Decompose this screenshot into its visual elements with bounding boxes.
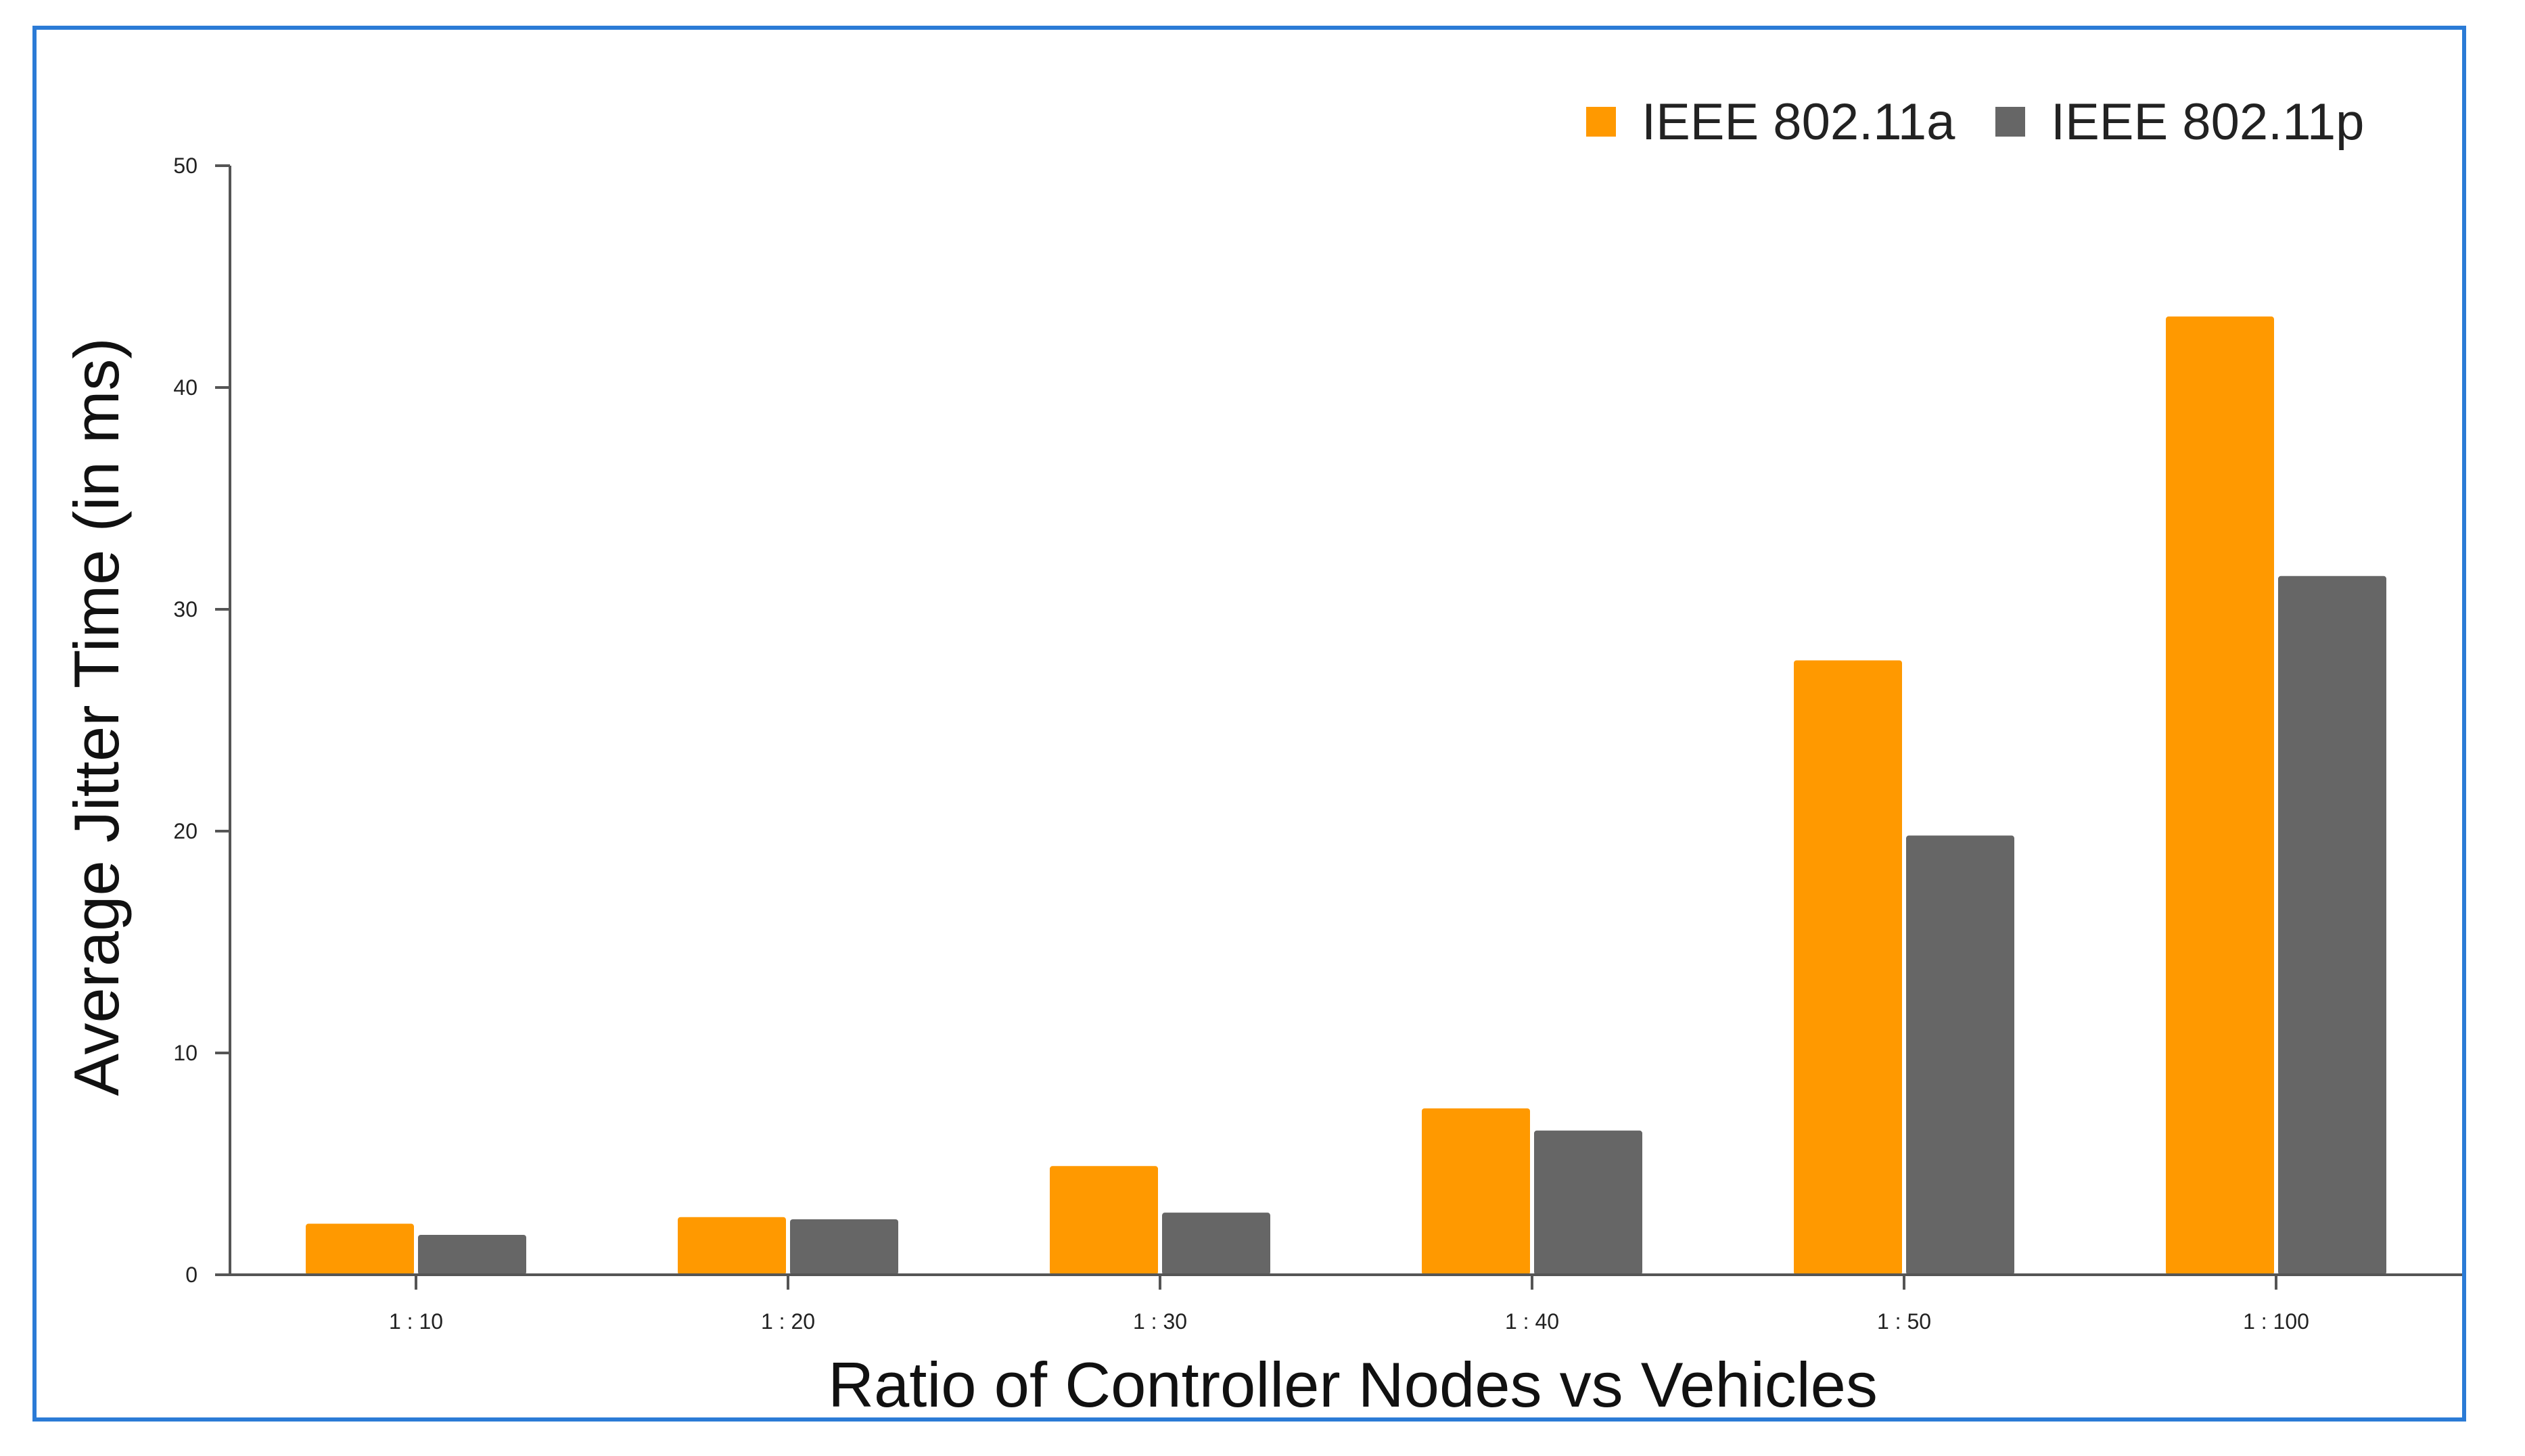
y-tick-label: 30 xyxy=(173,597,198,621)
bar-ieee-80211a-0 xyxy=(306,1223,414,1275)
legend-swatch-ieee-80211p xyxy=(1995,107,2025,137)
x-tick-label: 1 : 20 xyxy=(761,1309,815,1334)
y-ticks: 0 10 20 30 40 50 xyxy=(173,154,230,1287)
x-axis-title: Ratio of Controller Nodes vs Vehicles xyxy=(828,1349,1878,1420)
y-tick-label: 0 xyxy=(185,1263,198,1287)
legend-swatch-ieee-80211a xyxy=(1586,107,1616,137)
bar-ieee-80211a-5 xyxy=(2166,316,2274,1275)
y-tick-label: 40 xyxy=(173,375,198,400)
x-tick-label: 1 : 10 xyxy=(389,1309,443,1334)
legend: IEEE 802.11a IEEE 802.11p xyxy=(1586,93,2364,151)
bars-layer xyxy=(306,316,2386,1275)
x-tick-label: 1 : 40 xyxy=(1505,1309,1559,1334)
y-axis-title: Average Jitter Time (in ms) xyxy=(61,337,132,1096)
y-tick-label: 10 xyxy=(173,1041,198,1065)
legend-label-ieee-80211p: IEEE 802.11p xyxy=(2051,93,2364,151)
y-tick-label: 20 xyxy=(173,819,198,843)
x-ticks: 1 : 10 1 : 20 1 : 30 1 : 40 1 : 50 1 : 100 xyxy=(389,1275,2309,1334)
y-tick-label: 50 xyxy=(173,154,198,178)
bar-ieee-80211a-1 xyxy=(678,1217,786,1275)
x-tick-label: 1 : 30 xyxy=(1133,1309,1187,1334)
bar-ieee-80211p-4 xyxy=(1906,835,2014,1275)
x-tick-label: 1 : 100 xyxy=(2243,1309,2309,1334)
axes-layer xyxy=(222,166,2462,1276)
bar-ieee-80211p-1 xyxy=(790,1219,898,1275)
bar-ieee-80211p-5 xyxy=(2278,576,2386,1275)
bar-ieee-80211a-3 xyxy=(1422,1108,1530,1275)
bar-ieee-80211p-0 xyxy=(418,1234,526,1275)
bar-ieee-80211a-4 xyxy=(1794,660,1902,1275)
x-tick-label: 1 : 50 xyxy=(1877,1309,1931,1334)
bar-ieee-80211p-3 xyxy=(1534,1130,1642,1275)
bar-ieee-80211p-2 xyxy=(1162,1213,1270,1275)
legend-label-ieee-80211a: IEEE 802.11a xyxy=(1642,93,1955,151)
bar-ieee-80211a-2 xyxy=(1050,1166,1158,1275)
chart-frame xyxy=(32,26,2466,1422)
